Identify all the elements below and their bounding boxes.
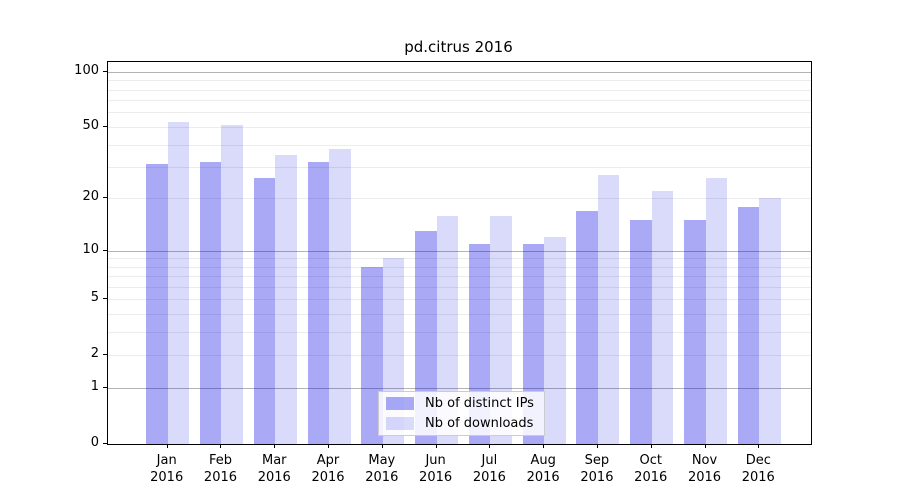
x-tick-mark-nov: [704, 444, 706, 448]
bar-nb-of-distinct-ips-dec: [737, 206, 760, 444]
minor-gridline-2: [108, 355, 811, 357]
legend-swatch-nb-of-distinct-ips: [386, 397, 414, 410]
x-tick-mark-jul: [489, 444, 491, 448]
x-tick-label-apr: Apr 2016: [311, 453, 345, 485]
x-tick-label-jun: Jun 2016: [419, 453, 453, 485]
x-tick-label-oct: Oct 2016: [634, 453, 668, 485]
y-tick-label: 10: [82, 241, 99, 257]
major-gridline-100: [108, 71, 811, 73]
minor-gridline-20: [108, 198, 811, 200]
chart-title: pd.citrus 2016: [404, 38, 513, 56]
y-tick-mark-0: [103, 443, 107, 444]
minor-gridline-90: [108, 80, 811, 82]
x-tick-mark-dec: [758, 444, 760, 448]
y-tick-label: 100: [74, 62, 99, 78]
x-tick-mark-jun: [435, 444, 437, 448]
plot-area: [107, 61, 812, 445]
bar-nb-of-distinct-ips-jun: [415, 231, 437, 444]
legend-label: Nb of distinct IPs: [425, 396, 534, 411]
legend-swatch-nb-of-downloads: [386, 417, 414, 430]
x-tick-label-may: May 2016: [365, 453, 399, 485]
bar-nb-of-distinct-ips-feb: [199, 162, 222, 444]
y-tick-mark-100: [103, 70, 107, 72]
x-tick-label-aug: Aug 2016: [526, 453, 560, 485]
y-tick-label: 5: [90, 290, 99, 306]
minor-gridline-30: [108, 167, 811, 169]
bar-nb-of-distinct-ips-sep: [576, 210, 598, 444]
minor-gridline-4: [108, 314, 811, 316]
y-tick-mark-10: [103, 249, 107, 251]
bar-nb-of-downloads-jul: [490, 215, 512, 444]
bar-nb-of-distinct-ips-nov: [684, 220, 706, 444]
x-tick-mark-aug: [543, 444, 545, 448]
legend-row-nb-of-distinct-ips: Nb of distinct IPs: [379, 395, 544, 412]
minor-gridline-60: [108, 112, 811, 114]
legend-row-nb-of-downloads: Nb of downloads: [379, 415, 544, 432]
y-tick-label: 1: [90, 379, 99, 395]
x-tick-label-sep: Sep 2016: [580, 453, 614, 485]
y-tick-label: 0: [90, 435, 99, 450]
x-tick-mark-sep: [596, 444, 598, 448]
y-tick-mark-5: [103, 298, 107, 300]
x-tick-mark-mar: [274, 444, 276, 448]
minor-gridline-5: [108, 299, 811, 301]
bar-nb-of-distinct-ips-oct: [630, 220, 652, 444]
x-tick-mark-jan: [166, 444, 168, 448]
bar-nb-of-downloads-feb: [221, 125, 243, 444]
legend: Nb of distinct IPs Nb of downloads: [378, 391, 545, 436]
x-tick-label-feb: Feb 2016: [203, 453, 238, 485]
x-tick-label-dec: Dec 2016: [741, 453, 775, 485]
x-tick-mark-feb: [220, 444, 222, 448]
minor-gridline-6: [108, 287, 811, 289]
x-tick-label-mar: Mar 2016: [257, 453, 291, 485]
x-tick-mark-may: [381, 444, 383, 448]
bar-nb-of-downloads-mar: [275, 154, 297, 444]
x-tick-mark-apr: [328, 444, 330, 448]
minor-gridline-40: [108, 144, 811, 146]
x-tick-label-jan: Jan 2016: [150, 453, 184, 485]
y-tick-label: 50: [82, 117, 99, 133]
y-tick-label: 20: [82, 189, 99, 205]
minor-gridline-8: [108, 266, 811, 268]
minor-gridline-80: [108, 89, 811, 91]
bar-nb-of-downloads-jun: [436, 215, 459, 444]
bar-nb-of-downloads-nov: [705, 178, 727, 444]
bar-nb-of-downloads-jan: [167, 122, 190, 444]
bar-nb-of-downloads-sep: [597, 175, 620, 444]
y-tick-mark-20: [103, 197, 107, 199]
minor-gridline-7: [108, 276, 811, 278]
y-tick-label: 2: [90, 346, 99, 362]
minor-gridline-70: [108, 100, 811, 102]
bar-nb-of-distinct-ips-jan: [146, 164, 168, 444]
y-tick-mark-50: [103, 125, 107, 127]
major-gridline-10: [108, 250, 811, 252]
bar-nb-of-distinct-ips-apr: [307, 162, 330, 444]
bar-nb-of-downloads-aug: [544, 237, 566, 444]
y-tick-mark-1: [103, 387, 107, 389]
x-tick-mark-oct: [650, 444, 652, 448]
bar-nb-of-downloads-dec: [759, 198, 781, 444]
minor-gridline-3: [108, 332, 811, 334]
minor-gridline-50: [108, 126, 811, 128]
x-tick-label-nov: Nov 2016: [687, 453, 722, 485]
major-gridline-1: [108, 388, 811, 390]
x-tick-label-jul: Jul 2016: [472, 453, 506, 485]
minor-gridline-9: [108, 258, 811, 260]
bar-nb-of-downloads-apr: [329, 148, 351, 444]
y-tick-mark-2: [103, 354, 107, 356]
bar-nb-of-downloads-oct: [651, 191, 674, 444]
legend-label: Nb of downloads: [425, 416, 534, 431]
bar-nb-of-distinct-ips-mar: [253, 178, 276, 444]
bar-nb-of-distinct-ips-may: [361, 266, 383, 444]
